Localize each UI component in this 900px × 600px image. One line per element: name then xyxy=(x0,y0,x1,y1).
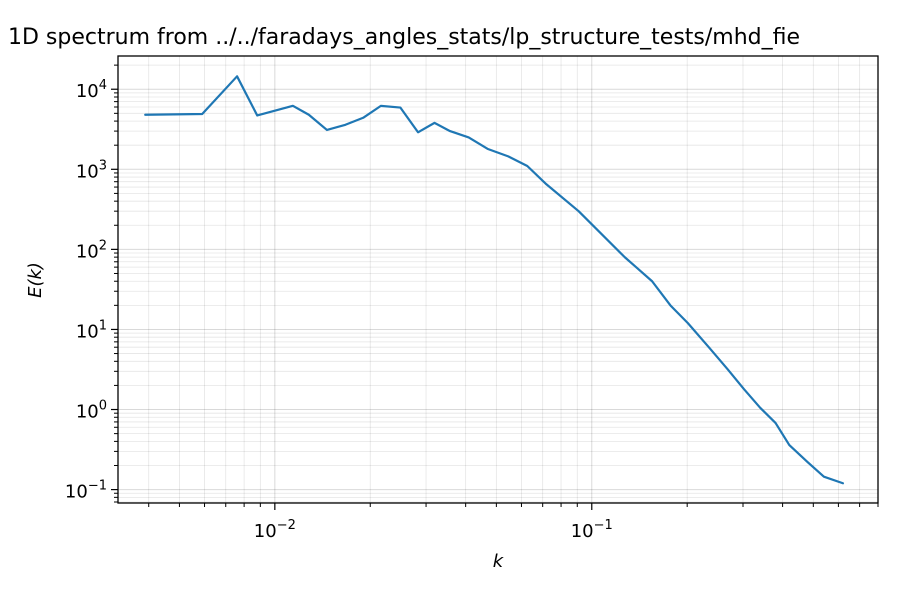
y-tick-label: 101 xyxy=(76,318,107,342)
x-tick-label: 10−1 xyxy=(571,518,613,542)
plot-area-frame xyxy=(117,55,879,504)
x-tick-label: 10−2 xyxy=(254,518,296,542)
series-layer xyxy=(144,75,845,485)
chart-title: 1D spectrum from ../../faradays_angles_s… xyxy=(8,25,800,50)
tick-layer xyxy=(111,64,879,510)
y-tick-label: 100 xyxy=(76,399,107,423)
y-tick-label: 104 xyxy=(76,78,107,102)
y-tick-label: 103 xyxy=(76,158,107,182)
x-axis-label: k xyxy=(493,551,505,572)
spectrum-series-line xyxy=(144,75,845,485)
y-tick-label: 102 xyxy=(76,238,107,262)
y-axis-label: E(k) xyxy=(25,262,46,298)
tick-label-layer: 10−2 10−1 10−1 100 101 102 103 104 xyxy=(65,78,613,542)
grid-layer xyxy=(118,56,879,503)
y-tick-label: 10−1 xyxy=(65,479,107,503)
